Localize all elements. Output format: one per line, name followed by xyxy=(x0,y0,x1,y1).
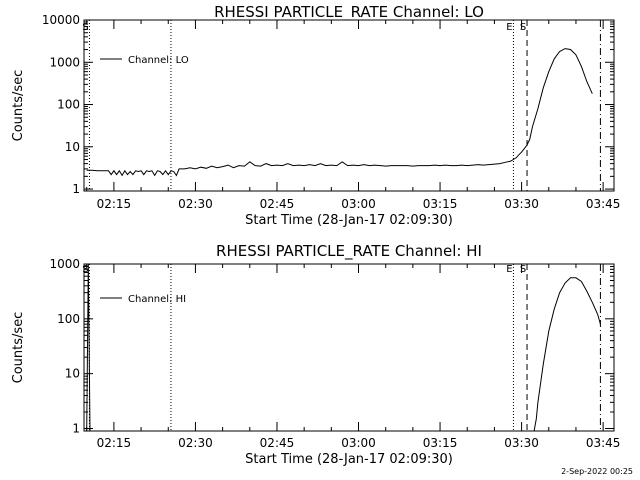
panel-lo: RHESSI PARTICLE_RATE Channel: LO 1 10 100 10… xyxy=(11,3,620,228)
x-axis-label: Start Time (28-Jan-17 02:09:30) xyxy=(245,213,453,228)
chart-title: RHESSI PARTICLE_RATE Channel: HI xyxy=(216,242,482,261)
y-tick-label: 1000 xyxy=(49,55,80,69)
y-tick-label: 10 xyxy=(65,367,80,381)
x-tick-label: 02:45 xyxy=(260,197,295,211)
y-tick-label: 10 xyxy=(65,140,80,154)
y-tick-label: 1 xyxy=(72,421,80,435)
panel-hi: RHESSI PARTICLE_RATE Channel: HI 1 10 100 10… xyxy=(11,242,620,467)
footer-date: 2-Sep-2022 00:25 xyxy=(561,467,633,476)
x-tick-label: 03:00 xyxy=(341,197,376,211)
event-marker-label: S xyxy=(82,22,88,33)
x-tick-label: 03:15 xyxy=(423,197,458,211)
y-tick-label: 10000 xyxy=(42,13,80,27)
x-tick-label: 02:15 xyxy=(97,197,132,211)
x-tick-label: 02:45 xyxy=(260,436,295,450)
plot-frame xyxy=(83,19,615,192)
series-line xyxy=(86,48,593,177)
event-marker-label: E xyxy=(506,22,512,33)
x-tick-label: 02:30 xyxy=(178,436,213,450)
plot-frame xyxy=(83,263,615,432)
legend-label: Channel: HI xyxy=(128,294,186,305)
event-marker-label: S xyxy=(82,264,88,275)
x-tick-label: 03:15 xyxy=(423,436,458,450)
y-tick-label: 1 xyxy=(72,182,80,196)
x-tick-label: 03:00 xyxy=(341,436,376,450)
event-marker-label: S xyxy=(520,22,526,33)
x-tick-label: 03:30 xyxy=(504,197,539,211)
x-tick-label: 02:15 xyxy=(97,436,132,450)
chart-title: RHESSI PARTICLE_RATE Channel: LO xyxy=(214,3,484,22)
y-tick-label: 1000 xyxy=(49,257,80,271)
event-marker-label: E xyxy=(506,264,512,275)
series-line xyxy=(86,263,601,432)
x-axis-label: Start Time (28-Jan-17 02:09:30) xyxy=(245,452,453,467)
x-tick-label: 03:30 xyxy=(504,436,539,450)
y-tick-label: 100 xyxy=(57,98,80,112)
y-axis-label: Counts/sec xyxy=(11,312,26,384)
legend-label: Channel: LO xyxy=(128,55,189,66)
event-marker-label: S xyxy=(520,264,526,275)
y-axis-label: Counts/sec xyxy=(11,70,26,142)
x-tick-label: 02:30 xyxy=(178,197,213,211)
x-tick-label: 03:45 xyxy=(586,436,621,450)
y-tick-label: 100 xyxy=(57,312,80,326)
x-tick-label: 03:45 xyxy=(586,197,621,211)
